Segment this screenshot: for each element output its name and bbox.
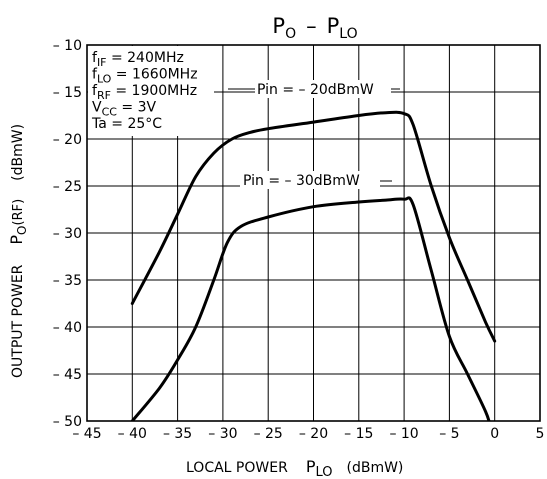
x-tick-label: – 35 xyxy=(163,426,192,442)
y-tick-label: – 20 xyxy=(53,132,82,148)
y-tick-label: – 30 xyxy=(53,226,82,242)
y-axis-ticks: – 10– 15– 20– 25– 30– 35– 40– 45– 50 xyxy=(53,38,82,430)
x-tick-label: – 40 xyxy=(118,426,147,442)
series-line-2 xyxy=(132,198,490,426)
x-tick-label: 5 xyxy=(536,426,545,442)
condition-line: Ta = 25°C xyxy=(91,116,162,132)
y-tick-label: – 45 xyxy=(53,367,82,383)
x-tick-label: – 45 xyxy=(72,426,101,442)
x-tick-label: – 25 xyxy=(254,426,283,442)
series-label-pin-20: Pin = – 20dBmW xyxy=(257,82,374,98)
x-axis-label: LOCAL POWER PLO (dBmW) xyxy=(186,457,403,479)
y-tick-label: – 10 xyxy=(53,38,82,54)
x-tick-label: – 10 xyxy=(389,426,418,442)
x-tick-label: – 15 xyxy=(344,426,373,442)
y-tick-label: – 35 xyxy=(53,273,82,289)
x-tick-label: – 20 xyxy=(299,426,328,442)
x-axis-ticks: – 45 – 40 – 35 – 30 – 25 – 20 – 15 – 10 – 5 0 5 xyxy=(72,426,544,442)
series-label-pin-30: Pin = – 30dBmW xyxy=(243,173,360,189)
x-tick-label: – 5 xyxy=(439,426,459,442)
x-tick-label: – 30 xyxy=(208,426,237,442)
y-tick-label: – 15 xyxy=(53,85,82,101)
y-tick-label: – 25 xyxy=(53,179,82,195)
y-tick-label: – 40 xyxy=(53,320,82,336)
chart-title: PO – PLO xyxy=(272,14,357,42)
y-axis-label: OUTPUT POWERPO(RF)(dBmW) xyxy=(7,124,29,378)
x-tick-label: 0 xyxy=(490,426,499,442)
